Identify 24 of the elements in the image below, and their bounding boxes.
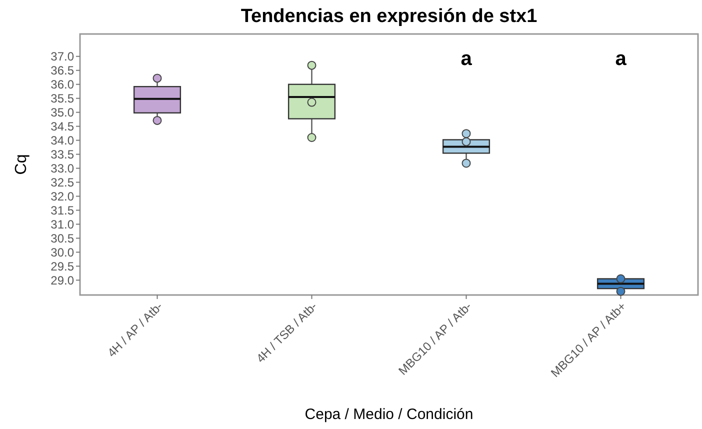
- y-tick-label: 33.5: [50, 147, 74, 162]
- y-tick-label: 35.0: [50, 106, 74, 120]
- y-tick-label: 31.5: [50, 203, 74, 218]
- y-tick-label: 30.0: [50, 245, 74, 260]
- y-tick-label: 31.0: [50, 217, 74, 232]
- x-tick-label: 4H / AP / Atb-: [104, 299, 166, 360]
- y-axis-title: Cq: [13, 154, 30, 175]
- y-tick-label: 34.5: [50, 120, 74, 134]
- y-tick-label: 30.5: [50, 231, 74, 246]
- y-tick-label: 29.5: [50, 259, 74, 274]
- y-tick-label: 36.5: [50, 64, 74, 78]
- y-tick-label: 35.5: [50, 92, 74, 106]
- x-tick-label: 4H / TSB / Atb-: [254, 299, 320, 366]
- annotation: a: [615, 48, 628, 70]
- y-tick-label: 29.0: [50, 273, 74, 288]
- y-tick-label: 36.0: [50, 78, 74, 92]
- y-tick-label: 32.5: [50, 175, 74, 190]
- y-tick-label: 34.0: [50, 134, 74, 148]
- x-axis-title: Cepa / Medio / Condición: [304, 406, 474, 423]
- y-tick-label: 37.0: [50, 50, 74, 64]
- y-tick-label: 32.0: [50, 189, 74, 204]
- annotation: a: [460, 48, 473, 70]
- chart-title: Tendencias en expresión de stx1: [240, 6, 538, 27]
- y-tick-label: 33.0: [50, 161, 74, 176]
